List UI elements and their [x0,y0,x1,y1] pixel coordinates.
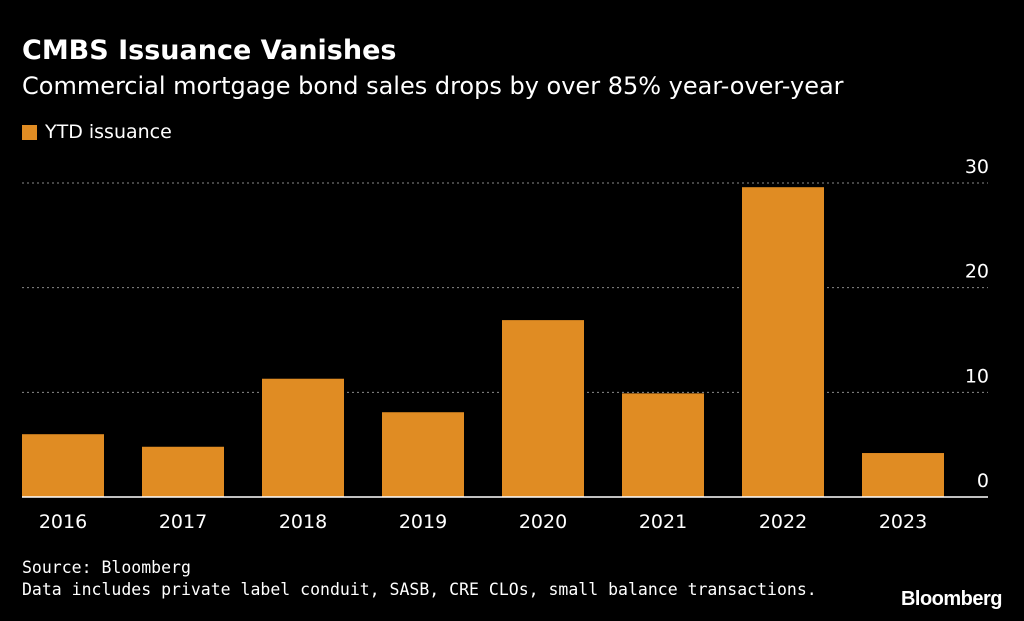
chart-subtitle: Commercial mortgage bond sales drops by … [22,72,844,100]
bar-2023 [862,453,944,497]
chart-footer: Source: Bloomberg Data includes private … [22,557,817,601]
x-tick-label-2023: 2023 [879,511,927,533]
bar-2021 [622,393,704,497]
x-tick-label-2016: 2016 [39,511,87,533]
bar-2022 [742,187,824,498]
y-tick-label-10: 10 [965,365,989,387]
bar-2017 [142,446,224,497]
bloomberg-logo: Bloomberg [900,588,1003,610]
y-tick-label-20: 20 [965,261,989,283]
bar-2016 [22,434,104,497]
x-tick-label-2022: 2022 [759,511,807,533]
chart-legend: YTD issuance [22,120,172,144]
x-tick-label-2020: 2020 [519,511,567,533]
y-tick-label-30: 30 [965,156,989,178]
legend-label-ytd-issuance: YTD issuance [45,121,172,143]
bar-2019 [382,412,464,497]
x-tick-label-2018: 2018 [279,511,327,533]
x-tick-label-2019: 2019 [399,511,447,533]
y-tick-label-0: 0 [977,470,989,492]
bar-2020 [502,320,584,497]
x-tick-label-2021: 2021 [639,511,687,533]
x-tick-label-2017: 2017 [159,511,207,533]
chart-title: CMBS Issuance Vanishes [22,35,397,66]
bar-2018 [262,378,344,497]
data-note: Data includes private label conduit, SAS… [22,580,817,599]
source-note: Source: Bloomberg [22,558,191,577]
legend-swatch-ytd-issuance [22,124,37,140]
